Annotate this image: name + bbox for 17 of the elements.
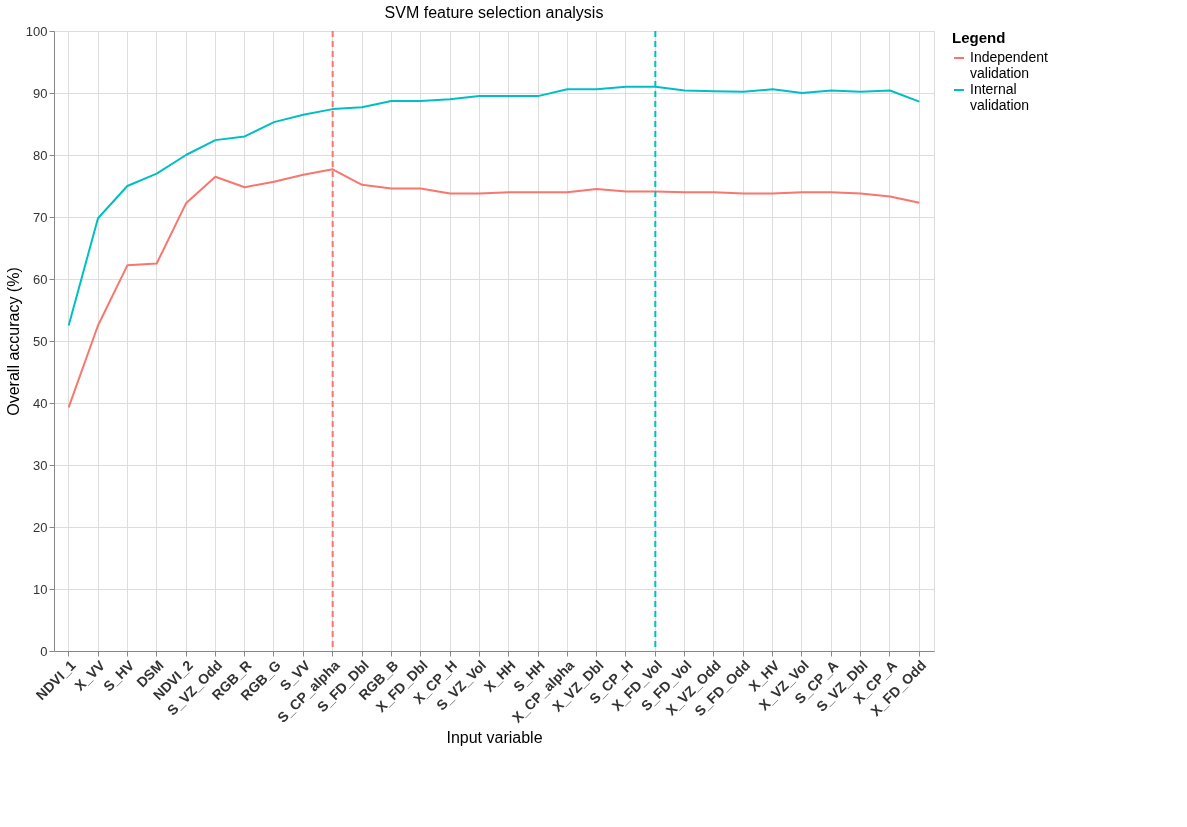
x-axis-title: Input variable <box>446 728 543 746</box>
y-tick-label: 50 <box>33 333 48 349</box>
y-tick-label: 10 <box>33 581 48 597</box>
legend-title: Legend <box>952 29 1006 46</box>
legend-label: Independent validation <box>970 49 1048 81</box>
y-tick-label: 60 <box>33 271 48 287</box>
y-axis-title: Overall accuracy (%) <box>4 267 22 416</box>
y-tick-label: 90 <box>33 85 48 101</box>
y-tick-label: 80 <box>33 147 48 163</box>
legend-label: Internal validation <box>970 81 1030 113</box>
y-tick-label: 40 <box>33 395 48 411</box>
y-tick-label: 20 <box>33 519 48 535</box>
y-tick-label: 0 <box>40 643 48 659</box>
y-tick-label: 30 <box>33 457 48 473</box>
y-tick-label: 100 <box>25 23 48 39</box>
chart-title: SVM feature selection analysis <box>384 4 604 21</box>
y-tick-label: 70 <box>33 209 48 225</box>
